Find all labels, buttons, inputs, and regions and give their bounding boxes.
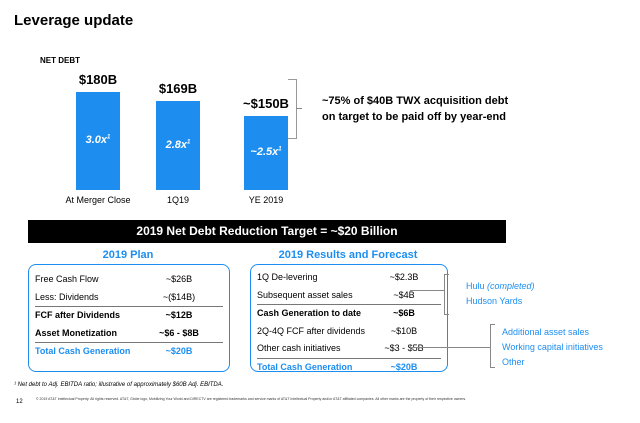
plan-row-value: ~$20B (165, 346, 193, 356)
category-label: 1Q19 (166, 195, 190, 205)
connector-bracket-bottom (490, 324, 491, 367)
side-item: Other (502, 357, 525, 367)
connector-bracket-top-cap2 (444, 314, 449, 315)
results-row-label: Other cash initiatives (257, 343, 341, 353)
results-row-value: ~$10B (390, 325, 418, 336)
bar-ratio-label: 3.0x1 (85, 134, 111, 146)
plan-row-value: ~$26B (165, 274, 193, 284)
connector-line-bottom (410, 347, 490, 348)
connector-bracket-bottom-cap1 (490, 324, 495, 325)
bar-ratio-label: 2.8x1 (165, 138, 191, 151)
results-row: Other cash initiatives ~$3 - $5B (251, 340, 447, 358)
plan-row-value: ~($14B) (162, 291, 196, 302)
side-item-hulu: Hulu (completed) (466, 279, 535, 294)
callout-line-1: ~75% of $40B TWX acquisition debt (322, 95, 509, 107)
plan-box: Free Cash Flow ~$26B Less: Dividends ~($14… (28, 264, 230, 372)
connector-line-top (410, 290, 444, 291)
plan-row-label: Total Cash Generation (35, 346, 131, 356)
results-row-label: Subsequent asset sales (257, 289, 353, 300)
bar (76, 92, 120, 190)
category-label: YE 2019 (248, 195, 284, 205)
callout-text: ~75% of $40B TWX acquisition debt on tar… (322, 93, 508, 125)
plan-row-label: Free Cash Flow (35, 274, 99, 284)
plan-row: Total Cash Generation ~$20B (35, 342, 223, 361)
results-row-value: ~$6B (393, 308, 415, 318)
results-row: 2Q-4Q FCF after dividends ~$10B (251, 323, 447, 341)
plan-row-label: Less: Dividends (35, 291, 99, 302)
results-row: Cash Generation to date ~$6B (257, 304, 441, 323)
side-item: Working capital initiatives (502, 342, 603, 352)
connector-bracket-top-cap1 (444, 274, 449, 275)
plan-row-value: ~$12B (165, 310, 193, 320)
results-row-value: ~$4B (393, 289, 415, 300)
side-item-hudson-yards: Hudson Yards (466, 296, 523, 306)
page-number: 12 (16, 399, 23, 405)
results-row: Subsequent asset sales ~$4B (251, 287, 447, 305)
results-row-label: 2Q-4Q FCF after dividends (257, 325, 366, 336)
footnote: ¹ Net debt to Adj. EBITDA ratio; illustr… (14, 382, 224, 388)
results-row-value: ~$2.3B (389, 272, 419, 282)
hulu-note: (completed) (487, 281, 535, 291)
plan-row: FCF after Dividends ~$12B (35, 306, 223, 325)
bar-value-label: $180B (78, 72, 118, 87)
plan-row-label: FCF after Dividends (35, 310, 121, 320)
plan-row-value: ~$6 - $8B (159, 327, 199, 338)
connector-bracket-top (444, 274, 445, 314)
side-list-bottom: Additional asset sales Working capital i… (502, 325, 603, 370)
results-box: 1Q De-levering ~$2.3B Subsequent asset sa… (250, 264, 448, 372)
results-row: 1Q De-levering ~$2.3B (251, 269, 447, 287)
results-row-label: 1Q De-levering (257, 272, 318, 282)
category-label: At Merger Close (65, 195, 131, 205)
plan-row-label: Asset Monetization (35, 327, 118, 338)
results-row-value: ~$3 - $5B (384, 343, 424, 353)
bar (244, 116, 288, 190)
results-row: Total Cash Generation ~$20B (257, 357, 441, 377)
plan-row: Free Cash Flow ~$26B (29, 271, 229, 289)
results-row-label: Total Cash Generation (257, 361, 353, 372)
plan-heading: 2019 Plan (102, 249, 154, 261)
bar (156, 101, 200, 190)
bar-ratio-label: ~2.5x1 (250, 146, 282, 158)
brace (288, 79, 297, 139)
connector-bracket-bottom-cap2 (490, 367, 495, 368)
brace-tick (296, 108, 302, 109)
page-title: Leverage update (14, 12, 134, 29)
legal-text: © 2019 AT&T Intellectual Property. All r… (36, 397, 467, 401)
results-row-value: ~$20B (390, 361, 418, 372)
plan-row: Less: Dividends ~($14B) (29, 289, 229, 307)
side-item: Additional asset sales (502, 327, 590, 337)
results-heading: 2019 Results and Forecast (278, 249, 418, 261)
bar-value-label: ~$150B (243, 96, 289, 111)
chart-label: NET DEBT (40, 56, 80, 65)
bar-value-label: $169B (158, 81, 198, 96)
callout-line-2: on target to be paid off by year-end (322, 111, 506, 123)
plan-row: Asset Monetization ~$6 - $8B (29, 325, 229, 343)
hulu-label: Hulu (466, 281, 488, 291)
target-banner: 2019 Net Debt Reduction Target = ~$20 Bi… (28, 220, 506, 243)
results-row-label: Cash Generation to date (257, 308, 362, 318)
side-list-top: Hulu (completed) Hudson Yards (466, 279, 535, 309)
